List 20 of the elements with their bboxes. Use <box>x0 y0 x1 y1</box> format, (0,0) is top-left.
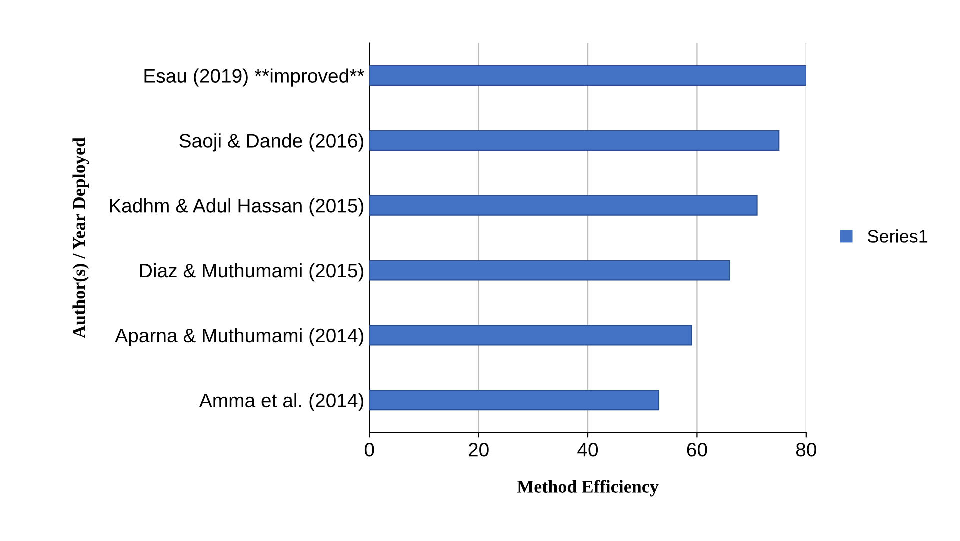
y-tick-label: Kadhm & Adul Hassan (2015) <box>110 198 364 217</box>
y-tick-label: Saoji & Dande (2016) <box>180 134 364 152</box>
x-axis-title: Method Efficiency <box>517 480 659 497</box>
y-tick-label: Aparna & Muthumami (2014) <box>115 328 364 346</box>
x-tick-label: 40 <box>578 443 598 457</box>
bar <box>370 195 758 216</box>
bar <box>370 325 692 346</box>
x-tick-label: 0 <box>364 443 374 457</box>
bar <box>370 390 660 411</box>
bar <box>370 65 806 86</box>
y-tick-label: Amma et al. (2014) <box>199 393 364 412</box>
bar <box>370 130 780 151</box>
y-tick-label: Esau (2019) **improved** <box>144 68 364 87</box>
bar <box>370 260 731 281</box>
x-tick-label: 60 <box>687 443 708 457</box>
x-tick-label: 20 <box>468 443 489 457</box>
y-tick-label: Diaz & Muthumami (2015) <box>140 263 364 282</box>
x-tick-label: 80 <box>796 443 816 457</box>
legend-label: Series1 <box>868 230 928 243</box>
y-axis-title: Author(s) / Year Deployed <box>72 138 90 338</box>
